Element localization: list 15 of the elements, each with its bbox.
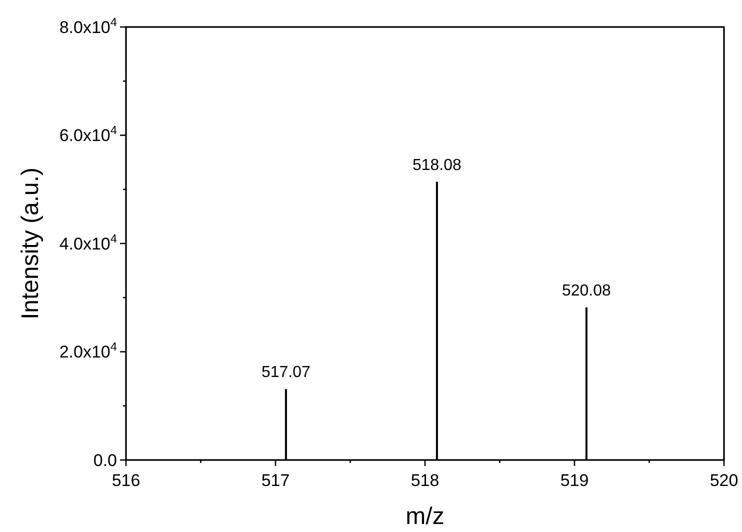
- y-tick-label: 2.0x10$^{4}$: [59, 340, 118, 362]
- annotation: 518.08: [412, 156, 462, 174]
- y-tick-label: 8.0x10$^{4}$: [59, 14, 118, 37]
- y-tick-label: 0.0: [93, 450, 117, 470]
- annotation: 520.08: [562, 282, 612, 300]
- y-tick-label: 4.0x10$^{4}$: [59, 231, 118, 254]
- annotation: 517.07: [261, 364, 311, 382]
- y-axis-title: Intensity (a.u.): [17, 167, 44, 320]
- x-tick-label: 518: [410, 471, 440, 490]
- x-tick-label: 516: [112, 471, 140, 490]
- x-tick-label: 519: [560, 471, 589, 490]
- x-tick-label: 520: [710, 471, 738, 490]
- x-tick-label: 517: [261, 471, 290, 490]
- x-axis-title: m/z: [406, 503, 444, 530]
- y-tick-label: 6.0x10$^{4}$: [59, 123, 118, 146]
